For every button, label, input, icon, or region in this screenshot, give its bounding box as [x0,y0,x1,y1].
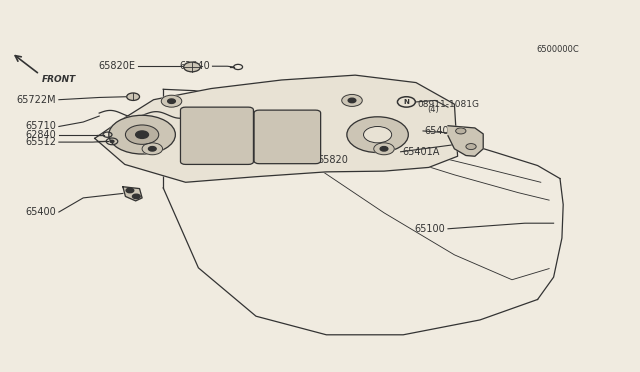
Circle shape [397,97,415,107]
Text: 65710: 65710 [26,122,56,131]
Circle shape [148,147,156,151]
Polygon shape [123,187,142,201]
Text: 65820: 65820 [317,155,348,165]
Text: 65400: 65400 [26,207,56,217]
Circle shape [456,128,466,134]
Circle shape [374,143,394,155]
Circle shape [168,99,175,103]
Text: 62840: 62840 [179,61,210,71]
Circle shape [364,126,392,143]
Text: 65512: 65512 [26,137,56,147]
Text: 65401: 65401 [424,126,455,136]
Circle shape [161,95,182,107]
Circle shape [342,94,362,106]
FancyBboxPatch shape [180,107,253,164]
Polygon shape [448,126,483,156]
Text: 65722M: 65722M [17,95,56,105]
Polygon shape [95,75,458,182]
Circle shape [347,117,408,153]
FancyBboxPatch shape [254,110,321,164]
Text: 65401A: 65401A [402,147,439,157]
Circle shape [110,140,114,142]
Circle shape [109,115,175,154]
Circle shape [380,147,388,151]
Circle shape [142,143,163,155]
Text: 08911-1081G: 08911-1081G [417,100,479,109]
Circle shape [184,62,200,72]
Text: 6500000C: 6500000C [536,45,579,54]
Text: (4): (4) [428,105,439,114]
Text: 62840: 62840 [26,130,56,140]
Circle shape [127,93,140,100]
Circle shape [466,144,476,150]
Text: 65820E: 65820E [99,61,136,71]
Circle shape [136,131,148,138]
Circle shape [348,98,356,103]
Text: 65100: 65100 [414,224,445,234]
Circle shape [125,125,159,144]
Circle shape [126,188,134,193]
Circle shape [132,194,140,199]
Text: FRONT: FRONT [42,75,76,84]
Text: N: N [403,99,410,105]
